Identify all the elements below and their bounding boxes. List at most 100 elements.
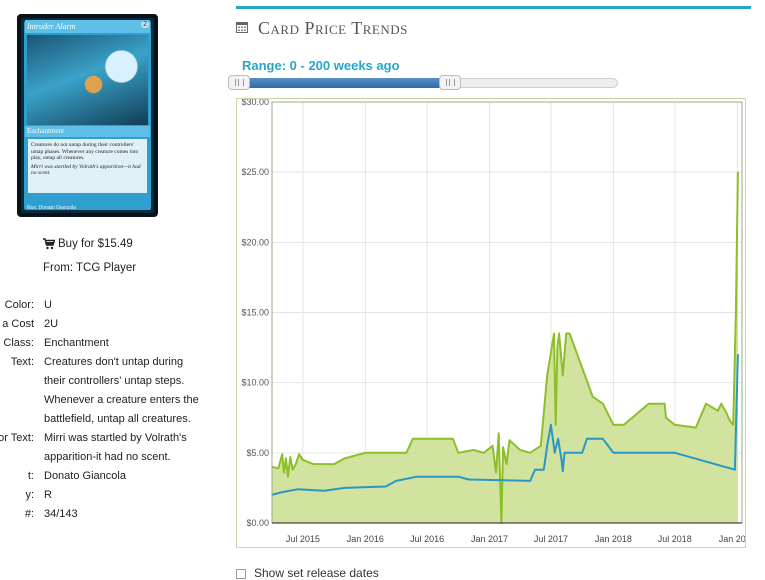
series-point [550,424,552,426]
series-point [705,402,707,405]
info-label: Text: [10,356,34,368]
card-mana-symbols: 2 [141,21,149,28]
series-point [558,332,560,335]
series-point [720,402,723,405]
series-point [568,332,571,335]
range-slider-handle-end[interactable] [439,75,461,90]
series-point [529,452,531,454]
series-point [553,452,556,454]
series-point [289,456,292,458]
series-point [602,402,604,405]
series-point [557,438,559,440]
info-label: Color: [4,299,34,311]
series-point [483,452,485,454]
y-tick-label: $5.00 [246,448,269,458]
series-point [540,445,542,447]
series-point [563,452,566,454]
y-tick-label: $0.00 [246,518,269,528]
series-line-0 [271,172,739,524]
price-trend-chart: $0.00 $5.00 $10.00 $15.00 $20.00 $25.00 $30.00… [241,98,746,544]
series-point [553,332,555,335]
y-tick-label: $15.00 [241,308,269,318]
series-point [546,374,548,377]
x-tick-label: Jul 2017 [534,534,568,544]
buy-link-label: Buy for $15.49 [58,238,133,250]
info-label: & Class: [0,337,34,349]
info-value: Creatures don't untap during [44,356,184,368]
card-image: Intruder Alarm 2 Enchantment Creatures d… [17,14,158,217]
series-point [717,409,719,412]
release-dates-checkbox[interactable] [236,569,246,579]
series-point [674,424,676,426]
series-point [312,463,315,465]
card-credit: Illus. Donato Giancola [27,205,76,211]
x-tick-label: Jan 2019 [719,534,746,544]
series-point [560,459,563,461]
panel-title: Card Price Trends [258,18,408,38]
series-point [735,311,737,314]
info-value: Enchantment [44,337,109,349]
series-point [734,468,736,471]
range-label: Range: 0 - 200 weeks ago [242,58,400,73]
range-slider-handle-start[interactable] [228,75,250,90]
series-point [665,417,667,419]
series-point [491,445,494,447]
x-tick-label: Jan 2017 [471,534,508,544]
series-point [519,449,521,451]
series-area-0 [272,172,738,523]
series-point [502,446,504,449]
series-point [602,438,604,440]
card-artwork [27,35,148,125]
info-value: R [44,489,52,501]
info-value: battlefield, untap all creatures. [44,413,191,425]
y-tick-label: $25.00 [241,167,269,177]
series-point [725,412,728,415]
series-point [591,395,594,398]
series-point [612,424,615,426]
series-point [333,463,335,465]
info-value: Mirri was startled by Volrath's [44,432,187,444]
series-point [281,491,283,493]
series-point [737,353,739,356]
calendar-icon [236,20,248,33]
x-tick-label: Jul 2015 [286,534,320,544]
series-point [663,402,666,405]
series-point [472,449,475,451]
series-point [302,459,304,461]
series-point [529,480,531,482]
info-value: apparition-it had no scent. [44,451,171,463]
buy-link[interactable]: Buy for $15.49 [43,238,133,250]
series-point [505,463,508,465]
series-point [612,452,615,454]
series-point [565,332,567,335]
series-point [695,426,697,429]
series-point [732,424,734,426]
x-tick-label: Jul 2018 [658,534,692,544]
series-point [737,171,739,173]
series-point [495,471,497,474]
card-name: Intruder Alarm [25,20,150,33]
series-point [556,346,559,349]
series-point [546,445,548,447]
info-label: a Cost [2,318,34,330]
release-dates-label: Show set release dates [254,566,379,580]
cart-icon [43,238,56,250]
x-tick-label: Jan 2018 [595,534,632,544]
card-rules-text: Creatures do not untap during their cont… [31,142,139,161]
info-value: 2U [44,318,59,330]
series-point [285,457,287,460]
series-point [468,478,470,481]
info-value: 34/143 [44,508,78,520]
series-point [457,475,460,478]
y-tick-label: $30.00 [241,98,269,107]
series-point [283,471,285,474]
series-point [508,439,511,442]
series-point [296,488,299,491]
series-point [298,453,300,456]
series-point [543,468,545,471]
series-point [554,424,557,426]
series-point [291,468,294,471]
series-point [343,487,346,489]
series-point [277,467,280,470]
series-point [281,453,283,456]
